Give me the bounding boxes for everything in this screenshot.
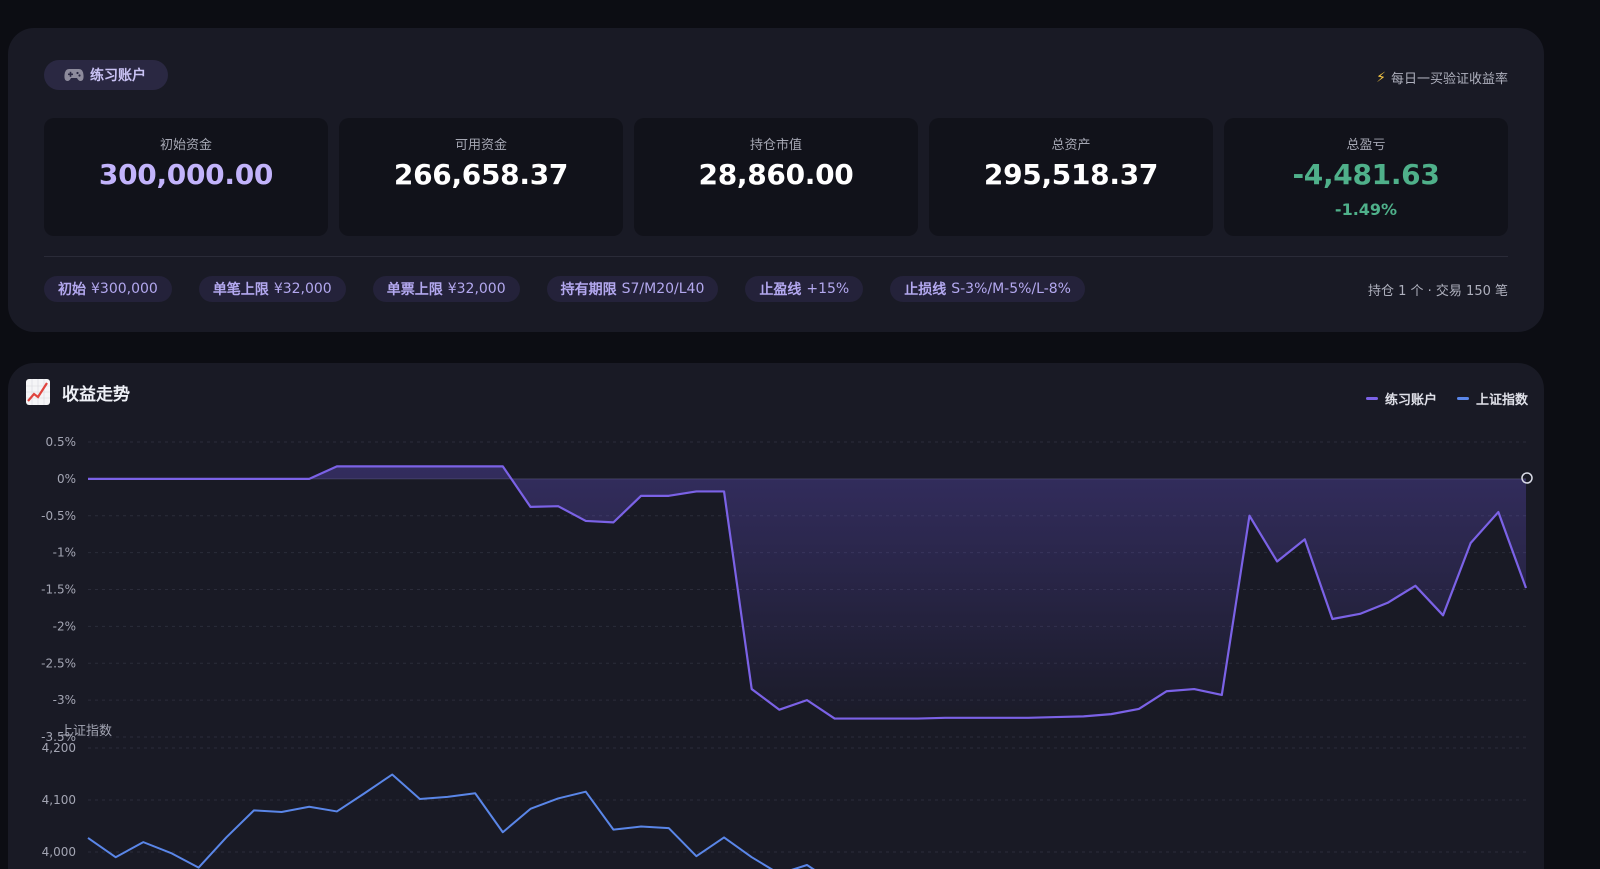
y-tick-label: -1.5% xyxy=(41,583,76,597)
stat-value: 266,658.37 xyxy=(393,158,569,191)
y-tick-label: -3.5% xyxy=(41,730,76,744)
y-axis-index: 4,200 4,100 4,000 xyxy=(42,741,76,859)
gamepad-icon xyxy=(64,68,84,82)
account-area-fill xyxy=(88,466,1526,719)
stat-available-funds: 可用资金 266,658.37 xyxy=(339,118,623,236)
rule-value: S-3%/M-5%/L-8% xyxy=(951,281,1071,297)
stat-label: 初始资金 xyxy=(159,138,212,153)
y-tick-label: -2.5% xyxy=(41,656,76,670)
chart-header: 收益走势 xyxy=(26,379,130,405)
legend-item-account[interactable]: 练习账户 xyxy=(1365,389,1437,408)
rule-name: 持有期限 xyxy=(560,282,617,298)
stat-initial-capital: 初始资金 300,000.00 xyxy=(44,118,328,236)
rule-value: +15% xyxy=(806,281,850,297)
rule-value: ¥32,000 xyxy=(447,281,506,297)
index-points xyxy=(88,774,890,869)
stat-value: -4,481.63 xyxy=(1292,158,1440,191)
stat-label: 持仓市值 xyxy=(749,138,802,153)
stat-label: 总盈亏 xyxy=(1346,138,1386,153)
index-axis-title: 上证指数 xyxy=(60,724,112,739)
returns-chart: 0.5% 0% -0.5% -1% -1.5% -2% -2.5% -3% -3.5% 4,20… xyxy=(41,435,1533,869)
stat-value: 295,518.37 xyxy=(983,158,1159,191)
rule-name: 初始 xyxy=(58,282,86,298)
rule-chip-stop-loss: 止损线 S-3%/M-5%/L-8% xyxy=(890,276,1085,302)
y-tick-label: -0.5% xyxy=(41,509,76,523)
y-tick-label: -1% xyxy=(53,546,76,560)
rule-chip-single-order-limit: 单笔上限 ¥32,000 xyxy=(198,276,346,302)
stat-pnl-percent: -1.49% xyxy=(1334,200,1398,219)
y-tick-label: 4,200 xyxy=(42,741,76,755)
rule-value: ¥32,000 xyxy=(273,281,332,297)
legend-swatch xyxy=(1365,397,1378,400)
stat-position-value: 持仓市值 28,860.00 xyxy=(634,118,918,236)
legend-item-index[interactable]: 上证指数 xyxy=(1456,389,1528,408)
rule-chip-holding-period: 持有期限 S7/M20/L40 xyxy=(546,276,719,302)
chart-title: 收益走势 xyxy=(62,384,130,405)
legend-label: 上证指数 xyxy=(1475,393,1528,408)
daily-hint-text: 每日一买验证收益率 xyxy=(1390,72,1508,87)
divider xyxy=(44,256,1508,257)
account-series-line xyxy=(88,465,1528,720)
y-tick-label: -3% xyxy=(53,693,76,707)
stat-value: 28,860.00 xyxy=(698,158,854,191)
rule-chip-take-profit: 止盈线 +15% xyxy=(745,276,864,302)
y-axis-returns: 0.5% 0% -0.5% -1% -1.5% -2% -2.5% -3% -3.5% xyxy=(41,435,76,744)
rule-name: 止损线 xyxy=(904,282,947,298)
chart-legend: 练习账户 上证指数 xyxy=(1365,389,1528,408)
chart-panel: 收益走势 练习账户 上证指数 0.5% 0% -0.5% -1% -1.5% -2% -2.… xyxy=(8,363,1544,869)
bolt-icon: ⚡ xyxy=(1376,69,1386,86)
chart-increasing-icon xyxy=(26,379,50,405)
daily-hint: ⚡ 每日一买验证收益率 xyxy=(1376,68,1508,88)
stat-total-pnl: 总盈亏 -4,481.63 -1.49% xyxy=(1224,118,1508,236)
y-tick-label: 4,000 xyxy=(42,845,76,859)
y-tick-label: -2% xyxy=(53,619,76,633)
stat-label: 可用资金 xyxy=(454,138,507,153)
rule-name: 单票上限 xyxy=(386,282,443,298)
stat-total-assets: 总资产 295,518.37 xyxy=(929,118,1213,236)
rule-name: 单笔上限 xyxy=(212,282,269,298)
account-panel: 练习账户 ⚡ 每日一买验证收益率 初始资金 300,000.00 可用资金 26… xyxy=(8,28,1544,332)
legend-label: 练习账户 xyxy=(1384,393,1437,408)
stats-row: 初始资金 300,000.00 可用资金 266,658.37 持仓市值 28,… xyxy=(44,118,1508,236)
stat-label: 总资产 xyxy=(1051,138,1091,153)
rules-row: 初始 ¥300,000 单笔上限 ¥32,000 单票上限 ¥32,000 持有… xyxy=(44,276,1085,302)
rule-value: ¥300,000 xyxy=(91,281,158,297)
legend-swatch xyxy=(1456,397,1469,400)
account-tag-label: 练习账户 xyxy=(90,68,146,84)
position-trade-summary: 持仓 1 个 · 交易 150 笔 xyxy=(1367,284,1508,299)
account-tag[interactable]: 练习账户 xyxy=(44,60,168,90)
y-tick-label: 0.5% xyxy=(46,435,77,449)
rule-chip-initial: 初始 ¥300,000 xyxy=(44,276,172,302)
y-tick-label: 4,100 xyxy=(42,793,76,807)
index-series-line xyxy=(87,773,815,869)
y-tick-label: 0% xyxy=(57,472,76,486)
stat-value: 300,000.00 xyxy=(98,158,274,191)
rule-name: 止盈线 xyxy=(759,282,802,298)
rule-value: S7/M20/L40 xyxy=(621,281,705,297)
zero-line-marker xyxy=(1521,472,1533,484)
rule-chip-single-stock-limit: 单票上限 ¥32,000 xyxy=(372,276,520,302)
